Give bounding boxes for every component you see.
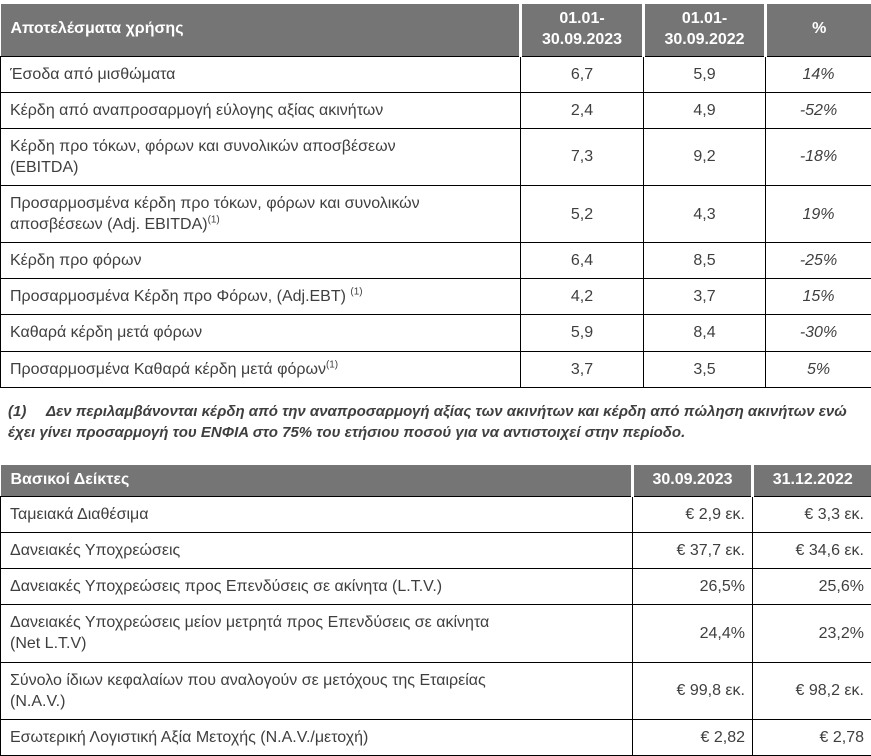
table-row: Ταμειακά Διαθέσιμα € 2,9 εκ. € 3,3 εκ. — [1, 496, 871, 532]
value-2023: 2,4 — [521, 92, 644, 128]
value-2023: € 99,8 εκ. — [633, 662, 753, 719]
row-label: Εσωτερική Λογιστική Αξία Μετοχής (N.A.V.… — [1, 719, 633, 755]
row-label: Δανειακές Υποχρεώσεις — [1, 533, 633, 569]
value-2023: 6,7 — [521, 56, 644, 92]
row-label-text: Έσοδα από μισθώματα — [10, 66, 175, 83]
row-label-text: Κέρδη από αναπροσαρμογή εύλογης αξίας ακ… — [10, 102, 383, 119]
footnote-marker: (1) — [8, 401, 46, 423]
table-row: Δανειακές Υποχρεώσεις € 37,7 εκ. € 34,6 … — [1, 533, 871, 569]
row-label: Κέρδη προ τόκων, φόρων και συνολικών απο… — [1, 128, 521, 185]
table-row: Δανειακές Υποχρεώσεις μείον μετρητά προς… — [1, 605, 871, 662]
footnote-ref: (1) — [350, 287, 362, 298]
row-label: Κέρδη προ φόρων — [1, 243, 521, 279]
value-2022: 25,6% — [753, 569, 871, 605]
value-percent: 15% — [766, 279, 871, 315]
table-row: Σύνολο ίδιων κεφαλαίων που αναλογούν σε … — [1, 662, 871, 719]
row-label: Έσοδα από μισθώματα — [1, 56, 521, 92]
indicators-col-30-09-2023: 30.09.2023 — [633, 465, 753, 496]
results-col-period-2023: 01.01- 30.09.2023 — [521, 4, 644, 56]
footnote: (1)Δεν περιλαμβάνονται κέρδη από την ανα… — [0, 401, 871, 445]
value-2023: 3,7 — [521, 351, 644, 387]
value-percent: 19% — [766, 186, 871, 243]
value-2022: 23,2% — [753, 605, 871, 662]
value-2023: 5,2 — [521, 186, 644, 243]
value-2022: 3,5 — [644, 351, 766, 387]
row-label: Καθαρά κέρδη μετά φόρων — [1, 315, 521, 351]
indicators-table: Βασικοί Δείκτες 30.09.2023 31.12.2022 Τα… — [0, 465, 871, 756]
value-2023: 4,2 — [521, 279, 644, 315]
value-2022: € 2,78 — [753, 719, 871, 755]
value-2023: € 2,9 εκ. — [633, 496, 753, 532]
indicators-table-title: Βασικοί Δείκτες — [1, 465, 633, 496]
table-row: Προσαρμοσμένα Κέρδη προ Φόρων, (Adj.EBT)… — [1, 279, 871, 315]
table-row: Εσωτερική Λογιστική Αξία Μετοχής (N.A.V.… — [1, 719, 871, 755]
value-2022: 5,9 — [644, 56, 766, 92]
table-row: Κέρδη προ φόρων 6,4 8,5 -25% — [1, 243, 871, 279]
value-percent: -30% — [766, 315, 871, 351]
row-label: Προσαρμοσμένα κέρδη προ τόκων, φόρων και… — [1, 186, 521, 243]
row-label: Σύνολο ίδιων κεφαλαίων που αναλογούν σε … — [1, 662, 633, 719]
value-percent: -25% — [766, 243, 871, 279]
table-row: Κέρδη από αναπροσαρμογή εύλογης αξίας ακ… — [1, 92, 871, 128]
value-2022: 4,9 — [644, 92, 766, 128]
value-2022: € 3,3 εκ. — [753, 496, 871, 532]
row-label-text: Καθαρά κέρδη μετά φόρων — [10, 324, 202, 341]
value-2023: 5,9 — [521, 315, 644, 351]
row-label-text: Κέρδη προ φόρων — [10, 252, 142, 269]
value-percent: 5% — [766, 351, 871, 387]
value-2023: 7,3 — [521, 128, 644, 185]
indicators-col-31-12-2022: 31.12.2022 — [753, 465, 871, 496]
row-label-text: Προσαρμοσμένα Καθαρά κέρδη μετά φόρων — [10, 361, 326, 378]
footnote-ref: (1) — [326, 359, 338, 370]
results-col-period-2022: 01.01- 30.09.2022 — [644, 4, 766, 56]
value-percent: -18% — [766, 128, 871, 185]
value-2022: 4,3 — [644, 186, 766, 243]
value-2022: € 98,2 εκ. — [753, 662, 871, 719]
value-2022: 3,7 — [644, 279, 766, 315]
table-row: Κέρδη προ τόκων, φόρων και συνολικών απο… — [1, 128, 871, 185]
row-label-text: Κέρδη προ τόκων, φόρων και συνολικών απο… — [10, 138, 396, 176]
row-label: Δανειακές Υποχρεώσεις προς Επενδύσεις σε… — [1, 569, 633, 605]
results-header-row: Αποτελέσματα χρήσης 01.01- 30.09.2023 01… — [1, 4, 871, 56]
table-row: Καθαρά κέρδη μετά φόρων 5,9 8,4 -30% — [1, 315, 871, 351]
value-2022: 8,4 — [644, 315, 766, 351]
table-row: Έσοδα από μισθώματα 6,7 5,9 14% — [1, 56, 871, 92]
results-table-title: Αποτελέσματα χρήσης — [1, 4, 521, 56]
footnote-ref: (1) — [208, 215, 220, 226]
row-label-text: Προσαρμοσμένα Κέρδη προ Φόρων, (Adj.EBT) — [10, 288, 350, 305]
value-2023: 6,4 — [521, 243, 644, 279]
table-row: Δανειακές Υποχρεώσεις προς Επενδύσεις σε… — [1, 569, 871, 605]
value-2023: € 2,82 — [633, 719, 753, 755]
row-label: Δανειακές Υποχρεώσεις μείον μετρητά προς… — [1, 605, 633, 662]
value-2022: 8,5 — [644, 243, 766, 279]
value-percent: -52% — [766, 92, 871, 128]
table-row: Προσαρμοσμένα Καθαρά κέρδη μετά φόρων(1)… — [1, 351, 871, 387]
value-percent: 14% — [766, 56, 871, 92]
indicators-header-row: Βασικοί Δείκτες 30.09.2023 31.12.2022 — [1, 465, 871, 496]
value-2023: 26,5% — [633, 569, 753, 605]
table-row: Προσαρμοσμένα κέρδη προ τόκων, φόρων και… — [1, 186, 871, 243]
value-2022: € 34,6 εκ. — [753, 533, 871, 569]
results-col-percent: % — [766, 4, 871, 56]
row-label: Προσαρμοσμένα Κέρδη προ Φόρων, (Adj.EBT)… — [1, 279, 521, 315]
row-label: Προσαρμοσμένα Καθαρά κέρδη μετά φόρων(1) — [1, 351, 521, 387]
row-label: Κέρδη από αναπροσαρμογή εύλογης αξίας ακ… — [1, 92, 521, 128]
value-2023: € 37,7 εκ. — [633, 533, 753, 569]
value-2022: 9,2 — [644, 128, 766, 185]
footnote-text: Δεν περιλαμβάνονται κέρδη από την αναπρο… — [8, 403, 847, 442]
results-table: Αποτελέσματα χρήσης 01.01- 30.09.2023 01… — [0, 4, 871, 388]
value-2023: 24,4% — [633, 605, 753, 662]
row-label: Ταμειακά Διαθέσιμα — [1, 496, 633, 532]
